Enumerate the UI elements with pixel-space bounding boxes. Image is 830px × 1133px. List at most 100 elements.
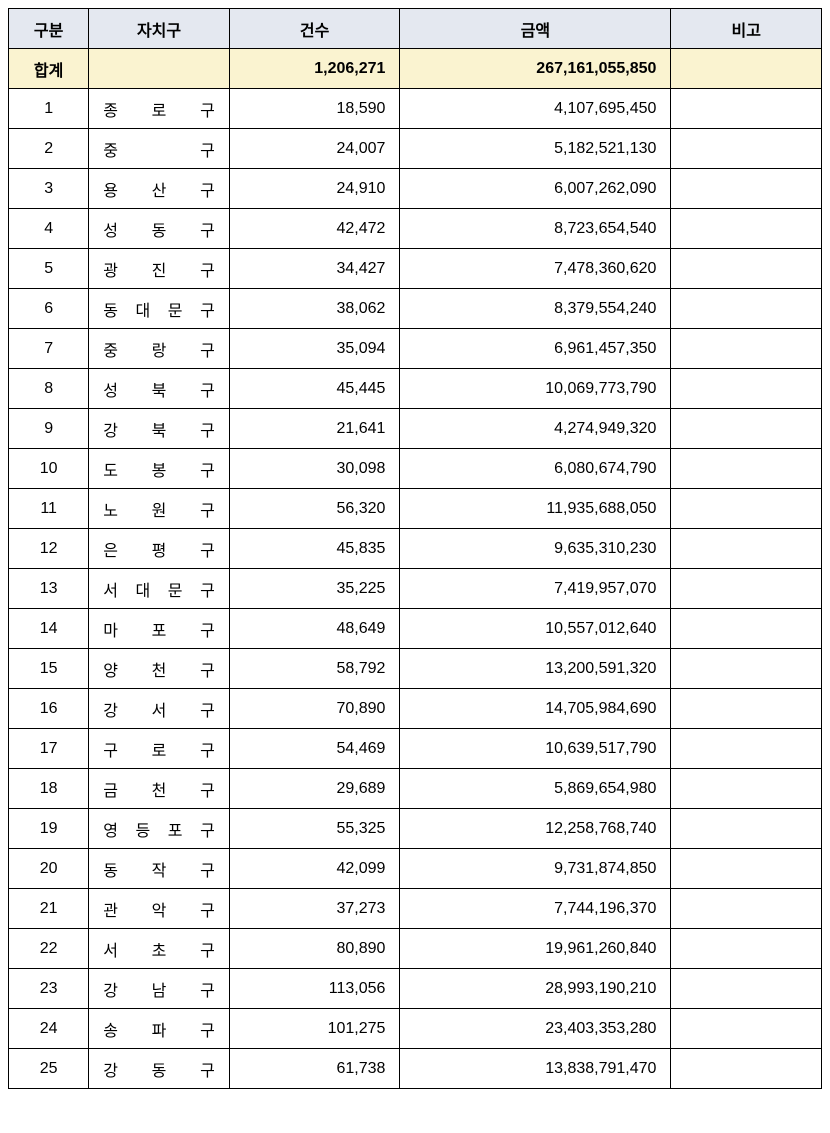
header-count: 건수 xyxy=(229,9,400,49)
row-amount: 10,069,773,790 xyxy=(400,369,671,409)
row-district: 동 대 문 구 xyxy=(89,289,230,329)
row-note xyxy=(671,289,822,329)
header-district: 자치구 xyxy=(89,9,230,49)
row-count: 38,062 xyxy=(229,289,400,329)
row-num: 21 xyxy=(9,889,89,929)
row-amount: 6,080,674,790 xyxy=(400,449,671,489)
row-num: 3 xyxy=(9,169,89,209)
total-label: 합계 xyxy=(9,49,89,89)
row-num: 11 xyxy=(9,489,89,529)
row-district: 관 악 구 xyxy=(89,889,230,929)
row-num: 25 xyxy=(9,1049,89,1089)
row-num: 1 xyxy=(9,89,89,129)
table-row: 8성 북 구45,44510,069,773,790 xyxy=(9,369,822,409)
row-district: 영 등 포 구 xyxy=(89,809,230,849)
table-row: 14마 포 구48,64910,557,012,640 xyxy=(9,609,822,649)
row-num: 2 xyxy=(9,129,89,169)
header-amount: 금액 xyxy=(400,9,671,49)
table-row: 6동 대 문 구38,0628,379,554,240 xyxy=(9,289,822,329)
row-note xyxy=(671,649,822,689)
row-note xyxy=(671,849,822,889)
table-row: 13서 대 문 구35,2257,419,957,070 xyxy=(9,569,822,609)
row-district: 서 대 문 구 xyxy=(89,569,230,609)
row-note xyxy=(671,249,822,289)
row-note xyxy=(671,929,822,969)
row-district: 중 구 xyxy=(89,129,230,169)
row-num: 7 xyxy=(9,329,89,369)
row-count: 101,275 xyxy=(229,1009,400,1049)
total-amount: 267,161,055,850 xyxy=(400,49,671,89)
total-count: 1,206,271 xyxy=(229,49,400,89)
row-num: 6 xyxy=(9,289,89,329)
row-amount: 10,557,012,640 xyxy=(400,609,671,649)
row-num: 17 xyxy=(9,729,89,769)
header-note: 비고 xyxy=(671,9,822,49)
table-row: 4성 동 구42,4728,723,654,540 xyxy=(9,209,822,249)
row-num: 4 xyxy=(9,209,89,249)
row-note xyxy=(671,489,822,529)
row-count: 55,325 xyxy=(229,809,400,849)
row-district: 금 천 구 xyxy=(89,769,230,809)
table-row: 15양 천 구58,79213,200,591,320 xyxy=(9,649,822,689)
row-note xyxy=(671,169,822,209)
row-amount: 6,961,457,350 xyxy=(400,329,671,369)
table-row: 22서 초 구80,89019,961,260,840 xyxy=(9,929,822,969)
row-count: 45,835 xyxy=(229,529,400,569)
row-num: 14 xyxy=(9,609,89,649)
row-amount: 19,961,260,840 xyxy=(400,929,671,969)
row-count: 29,689 xyxy=(229,769,400,809)
row-district: 용 산 구 xyxy=(89,169,230,209)
table-row: 24송 파 구101,27523,403,353,280 xyxy=(9,1009,822,1049)
row-amount: 7,478,360,620 xyxy=(400,249,671,289)
row-note xyxy=(671,369,822,409)
row-count: 70,890 xyxy=(229,689,400,729)
row-note xyxy=(671,569,822,609)
row-amount: 8,379,554,240 xyxy=(400,289,671,329)
row-amount: 4,107,695,450 xyxy=(400,89,671,129)
row-note xyxy=(671,89,822,129)
row-count: 45,445 xyxy=(229,369,400,409)
row-district: 마 포 구 xyxy=(89,609,230,649)
row-num: 15 xyxy=(9,649,89,689)
row-note xyxy=(671,129,822,169)
row-district: 도 봉 구 xyxy=(89,449,230,489)
row-num: 19 xyxy=(9,809,89,849)
row-district: 양 천 구 xyxy=(89,649,230,689)
row-num: 10 xyxy=(9,449,89,489)
row-num: 18 xyxy=(9,769,89,809)
table-row: 25강 동 구61,73813,838,791,470 xyxy=(9,1049,822,1089)
row-note xyxy=(671,809,822,849)
row-count: 48,649 xyxy=(229,609,400,649)
table-header: 구분 자치구 건수 금액 비고 xyxy=(9,9,822,49)
row-amount: 9,635,310,230 xyxy=(400,529,671,569)
row-amount: 13,200,591,320 xyxy=(400,649,671,689)
row-district: 송 파 구 xyxy=(89,1009,230,1049)
header-num: 구분 xyxy=(9,9,89,49)
row-district: 노 원 구 xyxy=(89,489,230,529)
row-district: 성 북 구 xyxy=(89,369,230,409)
row-district: 구 로 구 xyxy=(89,729,230,769)
row-amount: 14,705,984,690 xyxy=(400,689,671,729)
row-count: 61,738 xyxy=(229,1049,400,1089)
table-row: 20동 작 구42,0999,731,874,850 xyxy=(9,849,822,889)
row-num: 20 xyxy=(9,849,89,889)
row-count: 54,469 xyxy=(229,729,400,769)
row-district: 성 동 구 xyxy=(89,209,230,249)
row-district: 강 서 구 xyxy=(89,689,230,729)
row-num: 23 xyxy=(9,969,89,1009)
row-count: 42,099 xyxy=(229,849,400,889)
row-num: 12 xyxy=(9,529,89,569)
row-note xyxy=(671,409,822,449)
table-row: 16강 서 구70,89014,705,984,690 xyxy=(9,689,822,729)
row-count: 21,641 xyxy=(229,409,400,449)
row-note xyxy=(671,729,822,769)
row-note xyxy=(671,609,822,649)
row-note xyxy=(671,209,822,249)
row-note xyxy=(671,689,822,729)
row-count: 80,890 xyxy=(229,929,400,969)
table-row: 19영 등 포 구55,32512,258,768,740 xyxy=(9,809,822,849)
row-note xyxy=(671,769,822,809)
row-num: 24 xyxy=(9,1009,89,1049)
row-amount: 5,182,521,130 xyxy=(400,129,671,169)
row-note xyxy=(671,1049,822,1089)
